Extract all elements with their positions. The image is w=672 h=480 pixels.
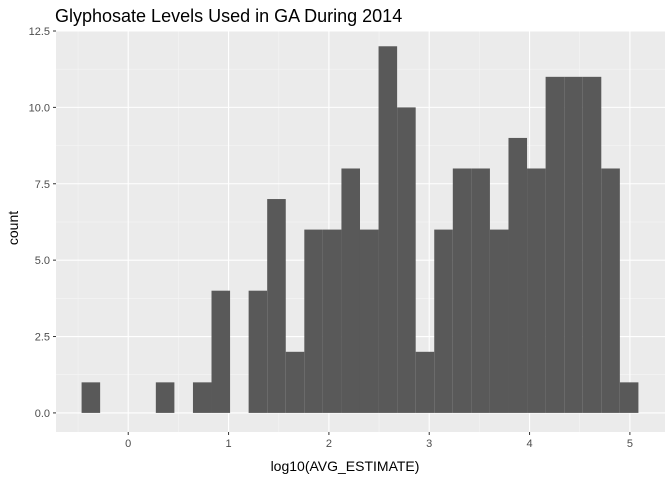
x-tick-label: 3 (426, 438, 432, 450)
histogram-bar (508, 137, 528, 413)
y-tick-label: 7.5 (35, 179, 50, 191)
histogram-bar (322, 229, 342, 413)
y-tick-label: 12.5 (29, 26, 50, 38)
histogram-bar (582, 76, 602, 413)
chart-title: Glyphosate Levels Used in GA During 2014 (55, 6, 402, 26)
y-tick-label: 0.0 (35, 408, 50, 420)
histogram-bar (285, 351, 305, 413)
x-tick-label: 1 (226, 438, 232, 450)
histogram-bar (434, 229, 453, 413)
y-tick-label: 2.5 (35, 332, 50, 344)
histogram-bar (378, 46, 398, 413)
x-tick-label: 5 (627, 438, 633, 450)
histogram-bar (564, 76, 583, 413)
histogram-bar (211, 290, 231, 413)
histogram-bar (415, 351, 435, 413)
histogram-bar (471, 168, 490, 413)
histogram-bar (397, 107, 416, 413)
x-axis: 0 1 2 3 4 5 (125, 432, 633, 450)
histogram-bar (527, 168, 546, 413)
x-tick-label: 2 (326, 438, 332, 450)
y-tick-label: 10.0 (29, 102, 50, 114)
histogram-bar (452, 168, 472, 413)
y-axis-label: count (5, 211, 21, 245)
histogram-bar (545, 76, 565, 413)
histogram-bar (304, 229, 323, 413)
histogram-bar (359, 229, 379, 413)
histogram-bars (81, 46, 639, 413)
histogram-bar (601, 168, 620, 413)
histogram-bar (489, 229, 509, 413)
x-axis-label: log10(AVG_ESTIMATE) (271, 458, 420, 474)
x-tick-label: 0 (125, 438, 131, 450)
y-axis: 0.0 2.5 5.0 7.5 10.0 12.5 (29, 26, 56, 420)
histogram-bar (155, 382, 175, 413)
histogram-bar (619, 382, 639, 413)
x-tick-label: 4 (526, 438, 532, 450)
y-tick-label: 5.0 (35, 255, 50, 267)
histogram-bar (267, 199, 286, 413)
histogram-bar (341, 168, 360, 413)
histogram-bar (192, 382, 212, 413)
histogram-bar (81, 382, 101, 413)
histogram-bar (248, 290, 268, 413)
